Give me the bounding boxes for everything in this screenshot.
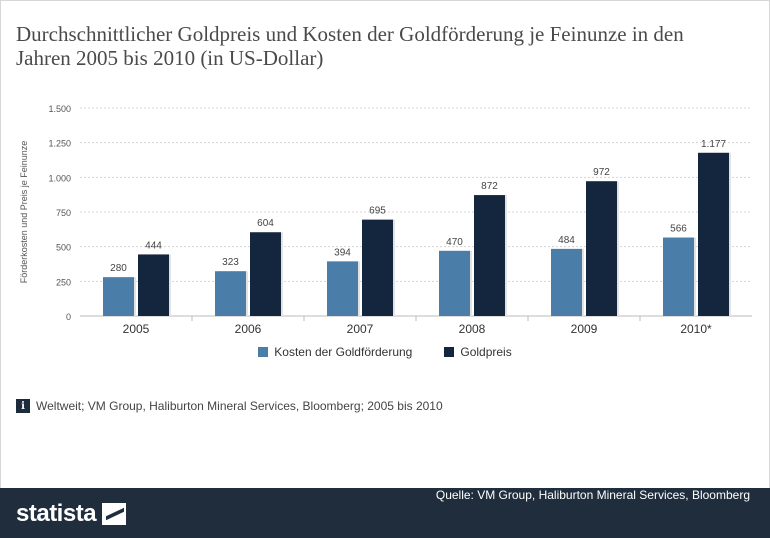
x-tick-label: 2006: [235, 322, 262, 336]
bar-kosten: [103, 277, 134, 316]
data-label: 872: [481, 181, 498, 192]
legend-label-kosten: Kosten der Goldförderung: [274, 345, 413, 359]
bar-goldpreis: [698, 152, 729, 316]
bar-kosten: [215, 271, 246, 316]
legend-swatch-kosten: [258, 347, 269, 357]
y-tick-label: 1.000: [48, 173, 71, 183]
y-tick-label: 0: [66, 312, 71, 322]
info-note: i Weltweit; VM Group, Haliburton Mineral…: [16, 399, 443, 413]
y-tick-label: 250: [56, 277, 71, 287]
data-label: 972: [593, 167, 610, 178]
bar-goldpreis: [250, 232, 281, 316]
data-label: 323: [222, 257, 239, 268]
legend-swatch-goldpreis: [444, 347, 455, 357]
y-tick-label: 500: [56, 243, 71, 253]
legend-label-goldpreis: Goldpreis: [460, 345, 512, 359]
y-axis-label: Förderkosten und Preis je Feinunze: [19, 141, 29, 284]
x-tick-label: 2010*: [680, 322, 712, 336]
data-label: 444: [145, 240, 162, 251]
footer-bar: statista Quelle: VM Group, Haliburton Mi…: [0, 488, 770, 538]
data-label: 566: [670, 224, 687, 235]
y-tick-label: 1.250: [48, 139, 71, 149]
x-tick-label: 2005: [123, 322, 150, 336]
legend-item-goldpreis[interactable]: Goldpreis: [444, 345, 512, 359]
legend-item-kosten[interactable]: Kosten der Goldförderung: [258, 345, 412, 359]
y-tick-label: 750: [56, 208, 71, 218]
chart-title: Durchschnittlicher Goldpreis und Kosten …: [16, 22, 684, 70]
chart-legend: Kosten der Goldförderung Goldpreis: [0, 345, 770, 359]
x-tick-label: 2009: [571, 322, 598, 336]
bar-kosten: [439, 250, 470, 316]
x-tick-label: 2007: [347, 322, 374, 336]
bar-goldpreis: [138, 254, 169, 316]
logo-text: statista: [16, 500, 97, 527]
source-text: Quelle: VM Group, Haliburton Mineral Ser…: [435, 488, 750, 502]
data-label: 1.177: [701, 139, 726, 150]
data-label: 470: [446, 237, 463, 248]
info-icon[interactable]: i: [16, 399, 30, 413]
bar-kosten: [551, 248, 582, 316]
statista-logo[interactable]: statista: [16, 500, 127, 528]
bar-kosten: [663, 237, 694, 316]
x-tick-label: 2008: [459, 322, 486, 336]
data-label: 695: [369, 206, 386, 217]
data-label: 280: [110, 263, 127, 274]
data-label: 484: [558, 235, 575, 246]
data-label: 394: [334, 247, 351, 258]
bar-goldpreis: [586, 181, 617, 316]
bar-kosten: [327, 261, 358, 316]
bar-chart: 0 250 500 750 1.000 1.250 1.500 Förderkosten un…: [19, 104, 752, 336]
bar-goldpreis: [474, 195, 505, 316]
y-tick-label: 1.500: [48, 104, 71, 114]
data-label: 604: [257, 218, 274, 229]
statista-logo-icon: [102, 503, 127, 525]
bar-goldpreis: [362, 219, 393, 316]
info-note-text: Weltweit; VM Group, Haliburton Mineral S…: [36, 399, 443, 413]
